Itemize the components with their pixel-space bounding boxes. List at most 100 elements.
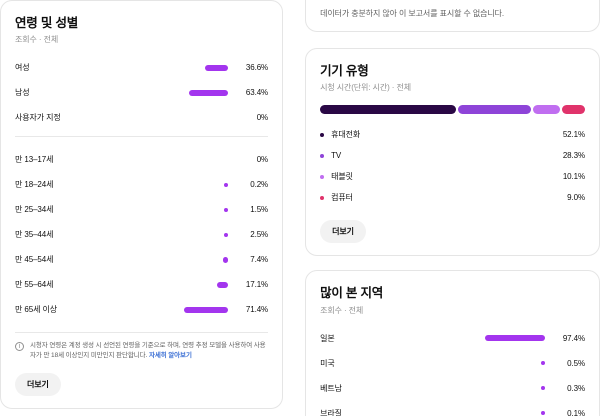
geography-row: 일본 97.4% — [320, 326, 585, 351]
legend-dot-icon — [320, 153, 325, 158]
age-track — [101, 232, 229, 238]
age-note-body: 시청자 연령은 계정 생성 시 선언된 연령을 기준으로 하며, 연령 추정 모… — [30, 342, 266, 360]
age-bar — [183, 306, 229, 313]
no-data-card: 데이터가 충분하지 않아 이 보고서를 표시할 수 없습니다. — [305, 0, 600, 32]
age-row: 만 35–44세 2.5% — [15, 222, 268, 247]
gender-track — [101, 89, 229, 96]
legend-dot-icon — [320, 132, 325, 137]
age-track — [101, 256, 229, 263]
device-legend-value: 9.0% — [567, 193, 585, 203]
geography-bar — [541, 386, 545, 390]
geography-title: 많이 본 지역 — [320, 286, 384, 301]
section-divider — [15, 136, 269, 138]
legend-dot-icon — [320, 174, 325, 179]
device-segment — [457, 105, 532, 115]
geography-value: 0.5% — [567, 358, 585, 368]
age-row: 만 45–54세 7.4% — [15, 247, 268, 272]
legend-dot-icon — [320, 195, 325, 200]
age-track — [101, 306, 229, 313]
age-gender-title: 연령 및 성별 — [15, 16, 79, 30]
device-legend-label: TV — [331, 151, 342, 161]
gender-track — [101, 64, 229, 71]
device-legend-label: 태블릿 — [331, 172, 353, 182]
age-label: 만 55–64세 — [15, 280, 54, 290]
age-track — [101, 182, 229, 188]
device-segment — [533, 105, 560, 115]
right-column: 데이터가 충분하지 않아 이 보고서를 표시할 수 없습니다. 기기 유형 시청… — [305, 0, 600, 416]
gender-rows: 여성 36.6% 남성 63.4% 사용자가 지정 0% — [15, 55, 268, 130]
age-note-text: 시청자 연령은 계정 생성 시 선언된 연령을 기준으로 하며, 연령 추정 모… — [30, 341, 268, 361]
device-segment — [320, 105, 456, 115]
no-data-message: 데이터가 충분하지 않아 이 보고서를 표시할 수 없습니다. — [320, 9, 505, 18]
age-value: 7.4% — [250, 255, 269, 265]
gender-bar — [205, 64, 229, 71]
age-bar — [223, 256, 229, 263]
geography-row: 미국 0.5% — [320, 351, 585, 376]
age-row: 만 25–34세 1.5% — [15, 197, 268, 222]
device-legend-value: 28.3% — [562, 151, 585, 161]
geography-label: 일본 — [320, 333, 335, 343]
device-legend-value: 52.1% — [562, 130, 585, 140]
geography-track — [406, 410, 545, 416]
geography-track — [406, 335, 545, 341]
geography-bar — [541, 411, 545, 415]
gender-label: 여성 — [15, 63, 30, 73]
left-column: 연령 및 성별 조회수 · 전체 여성 36.6% 남성 63.4% 사용자가 지정 0%… — [0, 0, 284, 416]
info-icon: i — [15, 342, 24, 352]
age-note: i 시청자 연령은 계정 생성 시 선언된 연령을 기준으로 하며, 연령 추정… — [15, 332, 269, 361]
age-bar — [217, 281, 229, 288]
device-legend-label: 휴대전화 — [331, 130, 361, 140]
gender-bar — [188, 89, 229, 96]
geography-row: 브라질 0.1% — [320, 401, 585, 416]
geography-subtitle: 조회수 · 전체 — [320, 305, 364, 315]
device-legend-row: 태블릿 10.1% — [320, 166, 585, 187]
device-legend-value: 10.1% — [562, 172, 585, 182]
age-rows: 만 13–17세 0% 만 18–24세 0.2% 만 25–34세 1.5% 만 35–4… — [15, 147, 268, 322]
geography-track — [406, 360, 545, 366]
geography-row: 베트남 0.3% — [320, 376, 585, 401]
device-legend-row: TV 28.3% — [320, 145, 585, 166]
age-track — [101, 207, 229, 213]
age-value: 2.5% — [250, 230, 269, 240]
age-value: 0.2% — [250, 180, 269, 190]
age-row: 만 18–24세 0.2% — [15, 172, 268, 197]
device-legend: 휴대전화 52.1% TV 28.3% 태블릿 10.1% 컴퓨터 9.0% — [320, 124, 585, 208]
learn-more-link[interactable]: 자세히 알아보기 — [148, 352, 192, 360]
geography-bar — [484, 335, 545, 341]
geography-value: 97.4% — [562, 333, 585, 343]
gender-value: 0% — [256, 113, 269, 123]
device-type-more-button[interactable]: 더보기 — [320, 220, 366, 244]
age-label: 만 65세 이상 — [15, 305, 57, 315]
age-row: 만 13–17세 0% — [15, 147, 268, 172]
gender-value: 36.6% — [245, 63, 269, 73]
gender-row: 남성 63.4% — [15, 80, 268, 105]
geography-label: 미국 — [320, 358, 335, 368]
age-gender-card: 연령 및 성별 조회수 · 전체 여성 36.6% 남성 63.4% 사용자가 지정 0%… — [0, 0, 284, 410]
age-label: 만 13–17세 — [15, 155, 54, 165]
age-label: 만 35–44세 — [15, 230, 54, 240]
age-label: 만 18–24세 — [15, 180, 54, 190]
geography-value: 0.3% — [567, 383, 585, 393]
geography-card: 많이 본 지역 조회수 · 전체 일본 97.4% 미국 0.5% 베트남 0.3% 브라질… — [305, 270, 600, 416]
device-type-subtitle: 시청 시간(단위: 시간) · 전체 — [320, 83, 411, 93]
gender-track — [101, 115, 228, 121]
age-row: 만 65세 이상 71.4% — [15, 297, 268, 322]
age-track — [101, 281, 229, 288]
age-gender-subtitle: 조회수 · 전체 — [15, 35, 59, 45]
gender-label: 사용자가 지정 — [15, 113, 61, 123]
gender-value: 63.4% — [245, 88, 269, 98]
age-label: 만 25–34세 — [15, 205, 54, 215]
age-value: 71.4% — [245, 305, 269, 315]
gender-row: 사용자가 지정 0% — [15, 105, 268, 130]
device-legend-row: 컴퓨터 9.0% — [320, 187, 585, 208]
device-segment — [561, 105, 585, 115]
age-gender-more-button[interactable]: 더보기 — [15, 373, 61, 397]
age-value: 1.5% — [250, 205, 269, 215]
device-type-title: 기기 유형 — [320, 64, 369, 78]
age-value: 17.1% — [245, 280, 269, 290]
age-bar — [224, 232, 229, 237]
age-track — [101, 157, 228, 163]
age-value: 0% — [256, 155, 269, 165]
